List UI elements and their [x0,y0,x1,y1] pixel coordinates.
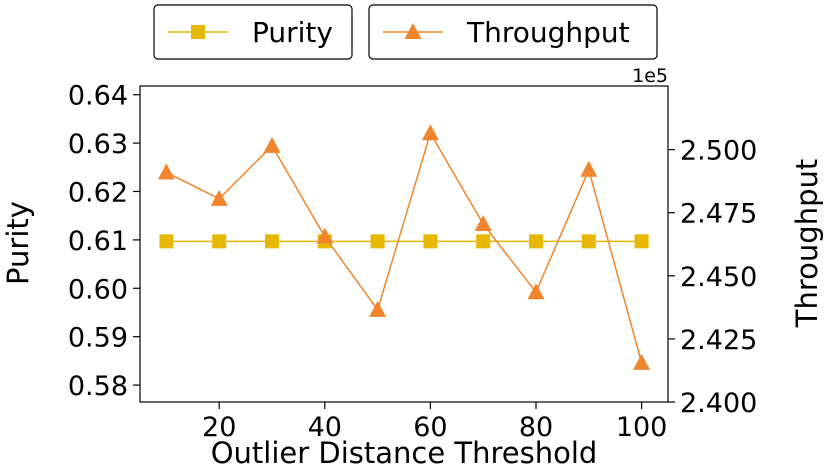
throughput-point [633,353,651,370]
purity-point [476,234,491,249]
legend-box [153,4,353,60]
right-y-axis-title: Throughput [790,159,824,328]
throughput-point [210,189,228,206]
throughput-point [263,136,281,153]
purity-point [212,234,227,249]
legend-marker [191,25,205,39]
purity-point [581,234,596,249]
right-y-tick-label: 2.425 [680,325,757,356]
left-y-axis-title: Purity [1,201,35,285]
throughput-point [157,163,175,180]
left-y-tick-label: 0.61 [68,226,128,257]
throughput-point [474,215,492,232]
left-y-tick-label: 0.62 [68,177,128,208]
right-y-tick-label: 2.450 [680,262,757,293]
x-axis-title: Outlier Distance Threshold [211,436,598,470]
right-axis-offset-label: 1e5 [632,65,668,87]
left-y-tick-label: 0.64 [68,81,128,112]
x-tick-label: 60 [413,412,447,443]
throughput-point [369,300,387,317]
legend-box [368,4,658,60]
legend: Purity Throughput [153,4,658,60]
series-throughput [157,124,651,370]
plot-frame [139,85,669,403]
right-y-tick-label: 2.500 [680,136,757,167]
purity-point [159,234,174,249]
x-tick-label: 40 [308,412,342,443]
throughput-point [316,227,334,244]
right-y-tick-label: 2.400 [680,388,757,419]
legend-marker [404,23,422,39]
purity-point [423,234,438,249]
left-y-tick-label: 0.58 [68,371,128,402]
throughput-point [527,283,545,300]
series-purity [159,234,649,249]
throughput-point [580,160,598,177]
axes-layer: 20 40 60 80 100 0.58 0.59 0.60 0.61 0.62 0.63 0.64 2… [68,81,757,443]
legend-entry-throughput: Throughput [368,4,658,60]
series-layer [157,124,651,370]
legend-entry-purity: Purity [153,4,353,60]
purity-point [634,234,649,249]
x-tick-label: 100 [616,412,668,443]
purity-point [265,234,279,249]
left-y-tick-label: 0.59 [68,323,128,354]
left-y-tick-label: 0.60 [68,274,128,305]
throughput-line [166,131,643,364]
legend-label: Throughput [466,16,630,49]
x-tick-label: 20 [202,412,236,443]
purity-point [529,234,543,249]
left-y-tick-label: 0.63 [68,129,128,160]
right-y-tick-label: 2.475 [680,199,757,230]
legend-label: Purity [252,16,333,49]
throughput-point [421,124,439,141]
x-tick-label: 80 [519,412,553,443]
purity-point [370,234,385,249]
